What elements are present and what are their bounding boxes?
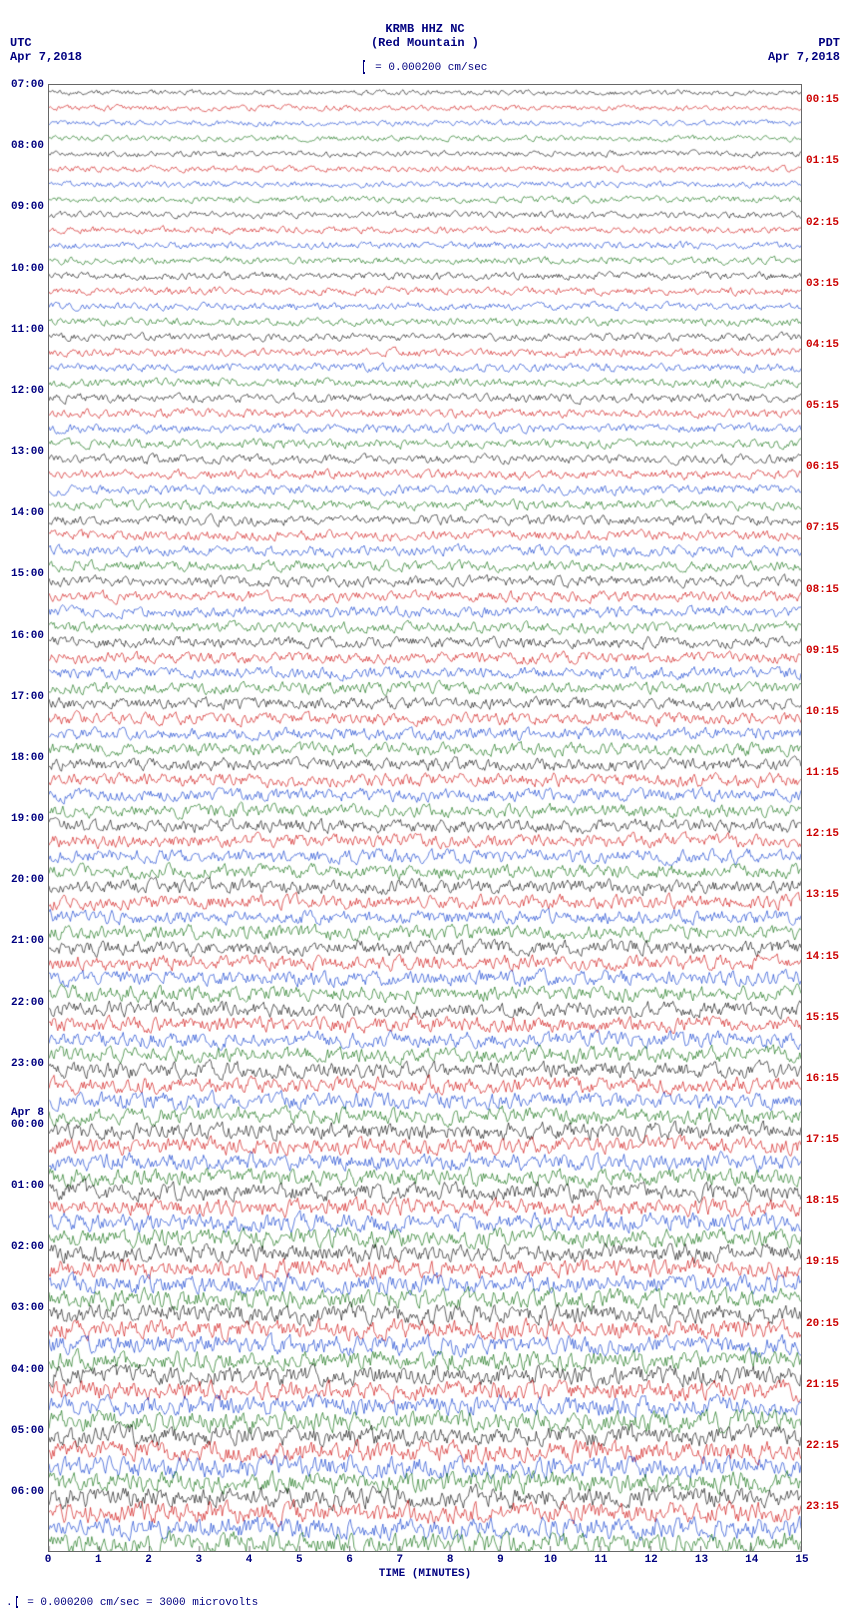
utc-hour-label: 08:00 xyxy=(11,140,44,152)
footer-text: = 0.000200 cm/sec = 3000 microvolts xyxy=(21,1597,259,1609)
pdt-hour-label: 15:15 xyxy=(806,1012,839,1024)
utc-hour-label: 18:00 xyxy=(11,752,44,764)
pdt-hour-label: 21:15 xyxy=(806,1379,839,1391)
pdt-hour-label: 19:15 xyxy=(806,1256,839,1268)
utc-hour-label: 15:00 xyxy=(11,568,44,580)
x-tick-label: 7 xyxy=(397,1554,404,1566)
tz-left-label: UTC xyxy=(10,36,32,50)
pdt-hour-label: 22:15 xyxy=(806,1440,839,1452)
scale-text: = 0.000200 cm/sec xyxy=(369,62,488,74)
pdt-hour-label: 06:15 xyxy=(806,461,839,473)
pdt-hour-label: 04:15 xyxy=(806,339,839,351)
footer-scale: . = 0.000200 cm/sec = 3000 microvolts xyxy=(6,1596,258,1609)
x-tick-label: 10 xyxy=(544,1554,557,1566)
footer-prefix: . xyxy=(6,1597,13,1609)
scale-bar-icon xyxy=(363,60,365,74)
pdt-hour-label: 12:15 xyxy=(806,828,839,840)
utc-hour-label: 17:00 xyxy=(11,691,44,703)
utc-hour-label: 00:00 xyxy=(11,1119,44,1131)
utc-hour-label: 12:00 xyxy=(11,385,44,397)
utc-hour-label: 19:00 xyxy=(11,813,44,825)
utc-hour-label: 02:00 xyxy=(11,1241,44,1253)
utc-hour-label: 16:00 xyxy=(11,630,44,642)
pdt-hour-label: 09:15 xyxy=(806,645,839,657)
utc-hour-label: 20:00 xyxy=(11,874,44,886)
location-subtitle: (Red Mountain ) xyxy=(0,36,850,50)
tz-right-label: PDT xyxy=(818,36,840,50)
pdt-hour-label: 13:15 xyxy=(806,889,839,901)
utc-hour-label: 21:00 xyxy=(11,935,44,947)
x-tick-label: 13 xyxy=(695,1554,708,1566)
x-tick-label: 11 xyxy=(594,1554,607,1566)
footer-scale-bar-icon xyxy=(16,1596,18,1608)
pdt-hour-label: 07:15 xyxy=(806,522,839,534)
pdt-hour-label: 00:15 xyxy=(806,94,839,106)
pdt-hour-label: 20:15 xyxy=(806,1318,839,1330)
pdt-hour-label: 10:15 xyxy=(806,706,839,718)
x-tick-label: 9 xyxy=(497,1554,504,1566)
utc-hour-label: 04:00 xyxy=(11,1364,44,1376)
x-tick-label: 0 xyxy=(45,1554,52,1566)
station-title: KRMB HHZ NC xyxy=(0,22,850,36)
pdt-hour-label: 18:15 xyxy=(806,1195,839,1207)
utc-date-break: Apr 8 xyxy=(11,1107,44,1119)
utc-hour-label: 03:00 xyxy=(11,1302,44,1314)
pdt-hour-label: 05:15 xyxy=(806,400,839,412)
x-tick-label: 3 xyxy=(195,1554,202,1566)
x-tick-label: 14 xyxy=(745,1554,758,1566)
utc-hour-label: 23:00 xyxy=(11,1058,44,1070)
utc-hour-label: 13:00 xyxy=(11,446,44,458)
pdt-hour-label: 23:15 xyxy=(806,1501,839,1513)
x-tick-label: 5 xyxy=(296,1554,303,1566)
x-tick-label: 12 xyxy=(645,1554,658,1566)
x-tick-label: 8 xyxy=(447,1554,454,1566)
utc-hour-label: 10:00 xyxy=(11,263,44,275)
utc-hour-label: 06:00 xyxy=(11,1486,44,1498)
pdt-hour-label: 16:15 xyxy=(806,1073,839,1085)
utc-hour-label: 22:00 xyxy=(11,997,44,1009)
x-tick-label: 4 xyxy=(246,1554,253,1566)
utc-hour-label: 09:00 xyxy=(11,201,44,213)
x-tick-label: 1 xyxy=(95,1554,102,1566)
pdt-hour-label: 17:15 xyxy=(806,1134,839,1146)
pdt-hour-label: 14:15 xyxy=(806,951,839,963)
pdt-hour-label: 03:15 xyxy=(806,278,839,290)
seismogram-plot xyxy=(48,84,802,1552)
utc-hour-label: 05:00 xyxy=(11,1425,44,1437)
pdt-hour-label: 02:15 xyxy=(806,217,839,229)
pdt-hour-label: 11:15 xyxy=(806,767,839,779)
utc-hour-label: 14:00 xyxy=(11,507,44,519)
x-tick-label: 6 xyxy=(346,1554,353,1566)
pdt-hour-label: 01:15 xyxy=(806,155,839,167)
utc-hour-label: 01:00 xyxy=(11,1180,44,1192)
pdt-hour-label: 08:15 xyxy=(806,584,839,596)
x-tick-label: 2 xyxy=(145,1554,152,1566)
x-axis-title: TIME (MINUTES) xyxy=(0,1568,850,1580)
scale-indicator: = 0.000200 cm/sec xyxy=(0,60,850,74)
utc-hour-label: 07:00 xyxy=(11,79,44,91)
utc-hour-label: 11:00 xyxy=(11,324,44,336)
x-tick-label: 15 xyxy=(795,1554,808,1566)
